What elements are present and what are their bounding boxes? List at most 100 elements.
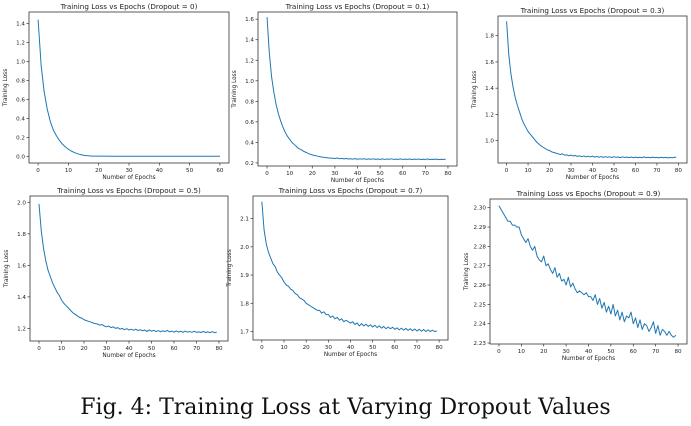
x-tick-label: 20 bbox=[303, 345, 311, 351]
y-axis-label: Training Loss bbox=[232, 70, 238, 108]
figure-caption: Fig. 4: Training Loss at Varying Dropout… bbox=[80, 395, 611, 420]
y-tick-label: 1.8 bbox=[485, 34, 494, 40]
x-tick-label: 0 bbox=[37, 346, 41, 352]
x-tick-label: 10 bbox=[280, 345, 288, 351]
x-tick-label: 0 bbox=[505, 168, 509, 174]
y-tick-label: 1.6 bbox=[485, 60, 494, 66]
y-tick-label: 2.23 bbox=[474, 341, 487, 347]
y-axis-label: Training Loss bbox=[3, 69, 9, 107]
x-tick-label: 60 bbox=[399, 171, 407, 177]
x-tick-label: 40 bbox=[125, 346, 133, 352]
chart-title: Training Loss vs Epochs (Dropout = 0.1) bbox=[285, 2, 430, 11]
x-tick-label: 40 bbox=[585, 349, 593, 355]
x-tick-label: 60 bbox=[630, 349, 638, 355]
chart-title: Training Loss vs Epochs (Dropout = 0.3) bbox=[520, 6, 665, 15]
series-line-1 bbox=[266, 17, 446, 161]
y-tick-label: 1.2 bbox=[245, 58, 254, 64]
y-tick-label: 2.24 bbox=[474, 322, 487, 328]
x-tick-label: 30 bbox=[567, 168, 575, 174]
y-tick-label: 1.4 bbox=[245, 38, 254, 44]
x-tick-label: 50 bbox=[148, 346, 156, 352]
y-tick-label: 0.0 bbox=[16, 154, 25, 160]
y-tick-label: 1.0 bbox=[245, 79, 254, 85]
x-axis-label: Number of Epochs bbox=[324, 352, 377, 358]
y-tick-label: 0.2 bbox=[16, 135, 25, 141]
x-tick-label: 10 bbox=[65, 168, 73, 174]
chart-title: Training Loss vs Epochs (Dropout = 0) bbox=[60, 2, 198, 11]
y-tick-label: 1.4 bbox=[16, 21, 25, 27]
x-axis-label: Number of Epochs bbox=[566, 175, 619, 181]
y-tick-label: 2.0 bbox=[17, 200, 26, 206]
x-tick-label: 50 bbox=[610, 168, 618, 174]
x-tick-label: 50 bbox=[186, 168, 194, 174]
plot-frame bbox=[257, 11, 458, 167]
x-tick-label: 40 bbox=[156, 168, 164, 174]
x-tick-label: 10 bbox=[286, 171, 294, 177]
y-tick-label: 0.2 bbox=[245, 161, 254, 167]
y-tick-label: 2.29 bbox=[474, 225, 487, 231]
y-axis-label: Training Loss bbox=[227, 249, 233, 287]
x-tick-label: 80 bbox=[215, 346, 223, 352]
x-tick-label: 10 bbox=[518, 349, 526, 355]
y-tick-label: 1.0 bbox=[485, 139, 494, 145]
y-axis-label: Training Loss bbox=[472, 71, 478, 109]
series-line-1 bbox=[261, 201, 438, 333]
y-tick-label: 0.6 bbox=[245, 120, 254, 126]
y-tick-label: 1.2 bbox=[485, 112, 494, 118]
series-line-1 bbox=[38, 203, 217, 334]
x-tick-label: 70 bbox=[193, 346, 201, 352]
x-tick-label: 30 bbox=[103, 346, 111, 352]
x-axis-label: Number of Epochs bbox=[102, 175, 155, 181]
chart-1: Training Loss vs Epochs (Dropout = 0) 0 10… bbox=[3, 2, 230, 181]
plot-frame bbox=[489, 198, 688, 345]
plot-frame bbox=[497, 15, 688, 164]
x-tick-label: 20 bbox=[540, 349, 548, 355]
chart-title: Training Loss vs Epochs (Dropout = 0.7) bbox=[278, 186, 423, 195]
y-tick-label: 1.8 bbox=[17, 232, 26, 238]
x-tick-label: 70 bbox=[652, 349, 660, 355]
x-tick-label: 30 bbox=[325, 345, 333, 351]
y-axis-label: Training Loss bbox=[464, 253, 470, 291]
x-tick-label: 0 bbox=[36, 168, 40, 174]
x-tick-label: 0 bbox=[265, 171, 269, 177]
x-tick-label: 20 bbox=[95, 168, 103, 174]
y-tick-label: 1.2 bbox=[16, 40, 25, 46]
x-tick-label: 80 bbox=[436, 345, 444, 351]
plot-frame bbox=[29, 195, 229, 342]
x-tick-label: 30 bbox=[125, 168, 133, 174]
y-tick-label: 2.30 bbox=[474, 206, 487, 212]
y-tick-label: 0.6 bbox=[16, 97, 25, 103]
x-axis-label: Number of Epochs bbox=[102, 353, 155, 359]
chart-title: Training Loss vs Epochs (Dropout = 0.5) bbox=[56, 186, 201, 195]
x-tick-label: 20 bbox=[546, 168, 554, 174]
x-tick-label: 30 bbox=[563, 349, 571, 355]
x-tick-label: 50 bbox=[369, 345, 377, 351]
y-tick-label: 1.6 bbox=[17, 263, 26, 269]
chart-6: Training Loss vs Epochs (Dropout = 0.9) 0… bbox=[464, 189, 688, 362]
x-tick-label: 10 bbox=[525, 168, 533, 174]
y-tick-label: 1.0 bbox=[16, 59, 25, 65]
x-tick-label: 40 bbox=[347, 345, 355, 351]
series-line-1 bbox=[498, 205, 677, 338]
x-tick-label: 70 bbox=[422, 171, 430, 177]
x-tick-label: 20 bbox=[80, 346, 88, 352]
y-tick-label: 2.25 bbox=[474, 302, 487, 308]
y-tick-label: 0.4 bbox=[16, 116, 25, 122]
x-tick-label: 50 bbox=[377, 171, 385, 177]
x-tick-label: 60 bbox=[391, 345, 399, 351]
y-tick-label: 1.8 bbox=[240, 301, 249, 307]
x-tick-label: 0 bbox=[260, 345, 264, 351]
x-tick-label: 60 bbox=[632, 168, 640, 174]
x-axis-label: Number of Epochs bbox=[331, 178, 384, 184]
y-tick-label: 2.0 bbox=[240, 245, 249, 251]
x-tick-label: 30 bbox=[331, 171, 339, 177]
x-tick-label: 80 bbox=[674, 349, 682, 355]
y-tick-label: 0.8 bbox=[245, 99, 254, 105]
y-tick-label: 1.4 bbox=[17, 295, 26, 301]
chart-2: Training Loss vs Epochs (Dropout = 0.1) 0… bbox=[232, 2, 458, 184]
y-tick-label: 1.4 bbox=[485, 86, 494, 92]
x-tick-label: 50 bbox=[607, 349, 615, 355]
chart-5: Training Loss vs Epochs (Dropout = 0.7) 0… bbox=[227, 186, 449, 358]
y-axis-label: Training Loss bbox=[4, 250, 10, 288]
